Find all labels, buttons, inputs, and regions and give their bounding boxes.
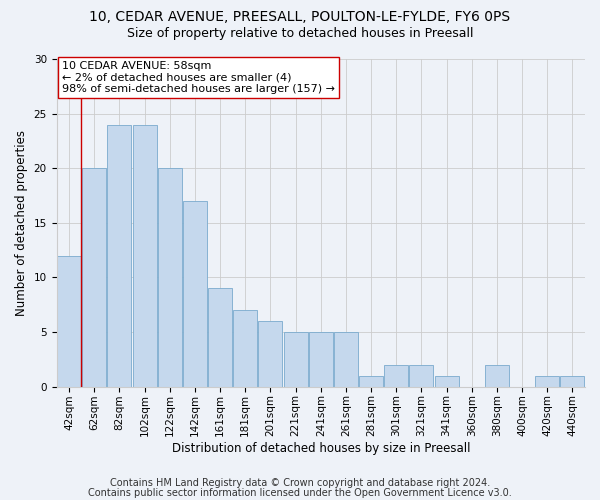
Text: Contains public sector information licensed under the Open Government Licence v3: Contains public sector information licen… (88, 488, 512, 498)
Text: 10, CEDAR AVENUE, PREESALL, POULTON-LE-FYLDE, FY6 0PS: 10, CEDAR AVENUE, PREESALL, POULTON-LE-F… (89, 10, 511, 24)
Text: Size of property relative to detached houses in Preesall: Size of property relative to detached ho… (127, 28, 473, 40)
Bar (434, 376, 458, 386)
Bar (107, 124, 131, 386)
Bar (359, 376, 383, 386)
Bar (259, 321, 283, 386)
Bar (284, 332, 308, 386)
Bar (233, 310, 257, 386)
Bar (208, 288, 232, 386)
Bar (485, 365, 509, 386)
Bar (82, 168, 106, 386)
Bar (133, 124, 157, 386)
Bar (158, 168, 182, 386)
Bar (535, 376, 559, 386)
Bar (560, 376, 584, 386)
Bar (183, 201, 207, 386)
Text: 10 CEDAR AVENUE: 58sqm
← 2% of detached houses are smaller (4)
98% of semi-detac: 10 CEDAR AVENUE: 58sqm ← 2% of detached … (62, 60, 335, 94)
Bar (309, 332, 333, 386)
Bar (57, 256, 81, 386)
Bar (409, 365, 433, 386)
Bar (385, 365, 408, 386)
Bar (334, 332, 358, 386)
X-axis label: Distribution of detached houses by size in Preesall: Distribution of detached houses by size … (172, 442, 470, 455)
Y-axis label: Number of detached properties: Number of detached properties (15, 130, 28, 316)
Text: Contains HM Land Registry data © Crown copyright and database right 2024.: Contains HM Land Registry data © Crown c… (110, 478, 490, 488)
